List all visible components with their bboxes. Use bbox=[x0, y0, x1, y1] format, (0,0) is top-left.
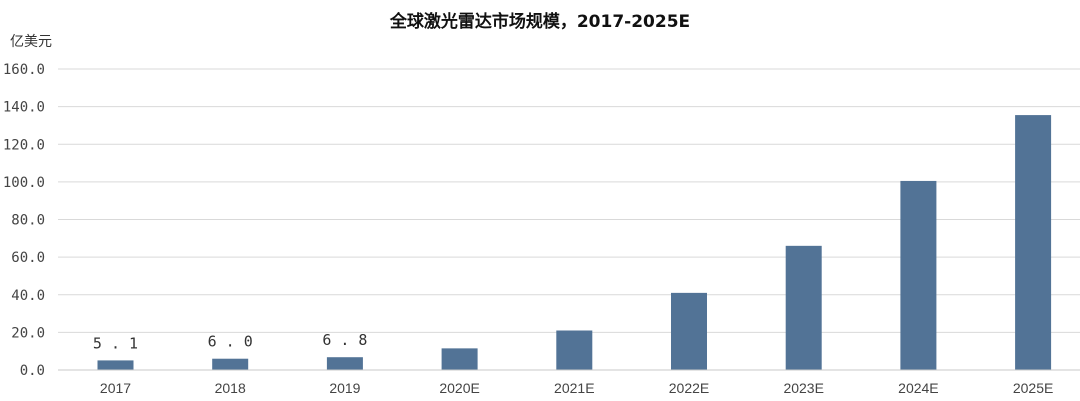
y-tick-label: 40.0 bbox=[11, 288, 45, 304]
x-tick-label: 2025E bbox=[1013, 380, 1053, 396]
bar-2018 bbox=[212, 358, 249, 370]
x-tick-label: 2019 bbox=[329, 380, 360, 396]
bar-2019 bbox=[326, 357, 363, 370]
x-tick-label: 2021E bbox=[554, 380, 594, 396]
y-tick-label: 140.0 bbox=[3, 100, 45, 116]
y-tick-label: 60.0 bbox=[11, 250, 45, 266]
x-tick-label: 2024E bbox=[898, 380, 938, 396]
data-labels: 5 . 1 6 . 0 6 . 8 bbox=[93, 331, 368, 352]
y-tick-label: 160.0 bbox=[3, 62, 45, 78]
x-axis-ticks: 2017 2018 2019 2020E 2021E 2022E 2023E 2024E 202… bbox=[100, 380, 1053, 396]
data-label: 6 . 0 bbox=[208, 333, 253, 351]
bar-2017 bbox=[97, 360, 134, 370]
data-label: 5 . 1 bbox=[93, 334, 138, 352]
gridlines bbox=[58, 68, 1080, 333]
y-axis-unit-label: 亿美元 bbox=[10, 34, 52, 50]
chart-title: 全球激光雷达市场规模，2017-2025E bbox=[389, 11, 690, 32]
bar-2023e bbox=[785, 245, 822, 370]
bar-2022e bbox=[671, 292, 707, 370]
x-tick-label: 2022E bbox=[669, 380, 709, 396]
y-tick-label: 20.0 bbox=[11, 325, 45, 341]
y-axis-ticks: 0.0 20.0 40.0 60.0 80.0 100.0 120.0 140.0 160.0 bbox=[3, 62, 45, 379]
data-label: 6 . 8 bbox=[322, 331, 367, 349]
y-tick-label: 120.0 bbox=[3, 137, 45, 153]
x-tick-label: 2023E bbox=[783, 380, 823, 396]
bars bbox=[97, 115, 1052, 370]
y-tick-label: 100.0 bbox=[3, 175, 45, 191]
y-tick-label: 0.0 bbox=[20, 363, 45, 379]
x-tick-label: 2020E bbox=[439, 380, 479, 396]
bar-2021e bbox=[556, 330, 593, 370]
x-tick-label: 2018 bbox=[215, 380, 246, 396]
x-tick-label: 2017 bbox=[100, 380, 131, 396]
bar-2025e bbox=[1015, 115, 1052, 370]
bar-2024e bbox=[900, 180, 937, 370]
y-tick-label: 80.0 bbox=[11, 213, 45, 229]
bar-2020e bbox=[441, 348, 478, 370]
